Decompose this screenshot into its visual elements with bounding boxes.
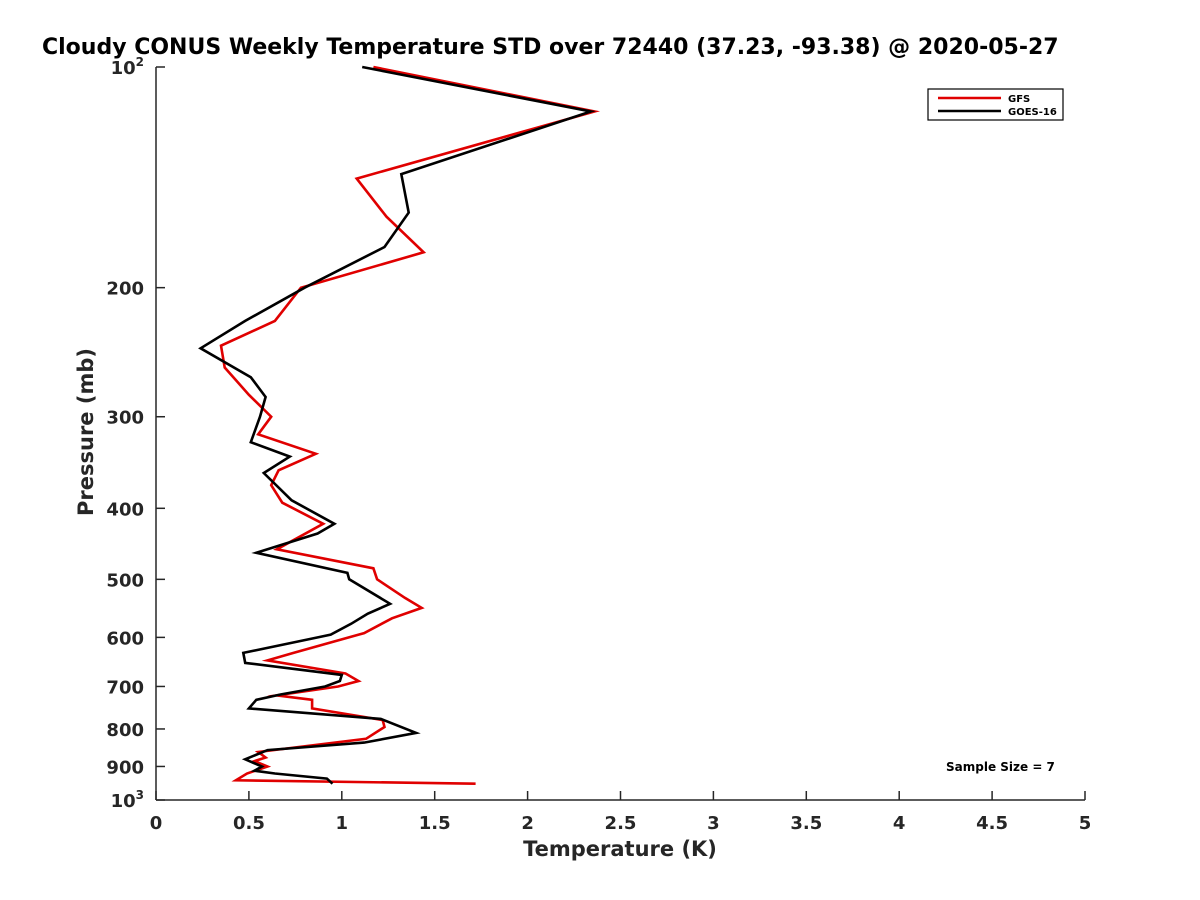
- x-tick-label: 0: [150, 813, 163, 834]
- legend-label-goes-16: GOES-16: [1008, 107, 1057, 118]
- y-tick-label: 103: [111, 788, 144, 812]
- x-tick-label: 3.5: [790, 813, 822, 834]
- legend: GFS GOES-16: [927, 88, 1064, 121]
- y-tick-label: 900: [106, 757, 144, 778]
- y-axis-label: Pressure (mb): [74, 348, 98, 516]
- x-tick-label: 4: [893, 813, 906, 834]
- plot-area: 0 0.5 1 1.5 2 2.5 3 3.5 4 4.5 5 102 200 300 400 500 600 7…: [106, 55, 1091, 834]
- chart-title: Cloudy CONUS Weekly Temperature STD over…: [42, 35, 1059, 60]
- sample-size-annotation: Sample Size = 7: [946, 760, 1055, 774]
- legend-box: [927, 88, 1064, 121]
- y-tick-label: 700: [106, 677, 144, 698]
- series-line-goes-16: [198, 65, 596, 785]
- x-tick-label: 2.5: [605, 813, 637, 834]
- series-line-gfs: [219, 65, 601, 785]
- x-tick-label: 5: [1079, 813, 1092, 834]
- x-tick-label: 2: [521, 813, 534, 834]
- x-axis-label: Temperature (K): [523, 837, 717, 861]
- y-tick-label: 102: [111, 55, 144, 79]
- x-tick-label: 4.5: [976, 813, 1008, 834]
- y-tick-label: 200: [106, 279, 144, 300]
- x-tick-label: 1.5: [419, 813, 451, 834]
- y-tick-label: 400: [106, 499, 144, 520]
- y-tick-label: 600: [106, 628, 144, 649]
- legend-label-gfs: GFS: [1008, 94, 1030, 105]
- x-tick-label: 3: [707, 813, 720, 834]
- x-tick-label: 0.5: [233, 813, 265, 834]
- y-tick-label: 300: [106, 408, 144, 429]
- y-tick-label: 800: [106, 720, 144, 741]
- y-tick-label: 500: [106, 570, 144, 591]
- x-tick-label: 1: [336, 813, 349, 834]
